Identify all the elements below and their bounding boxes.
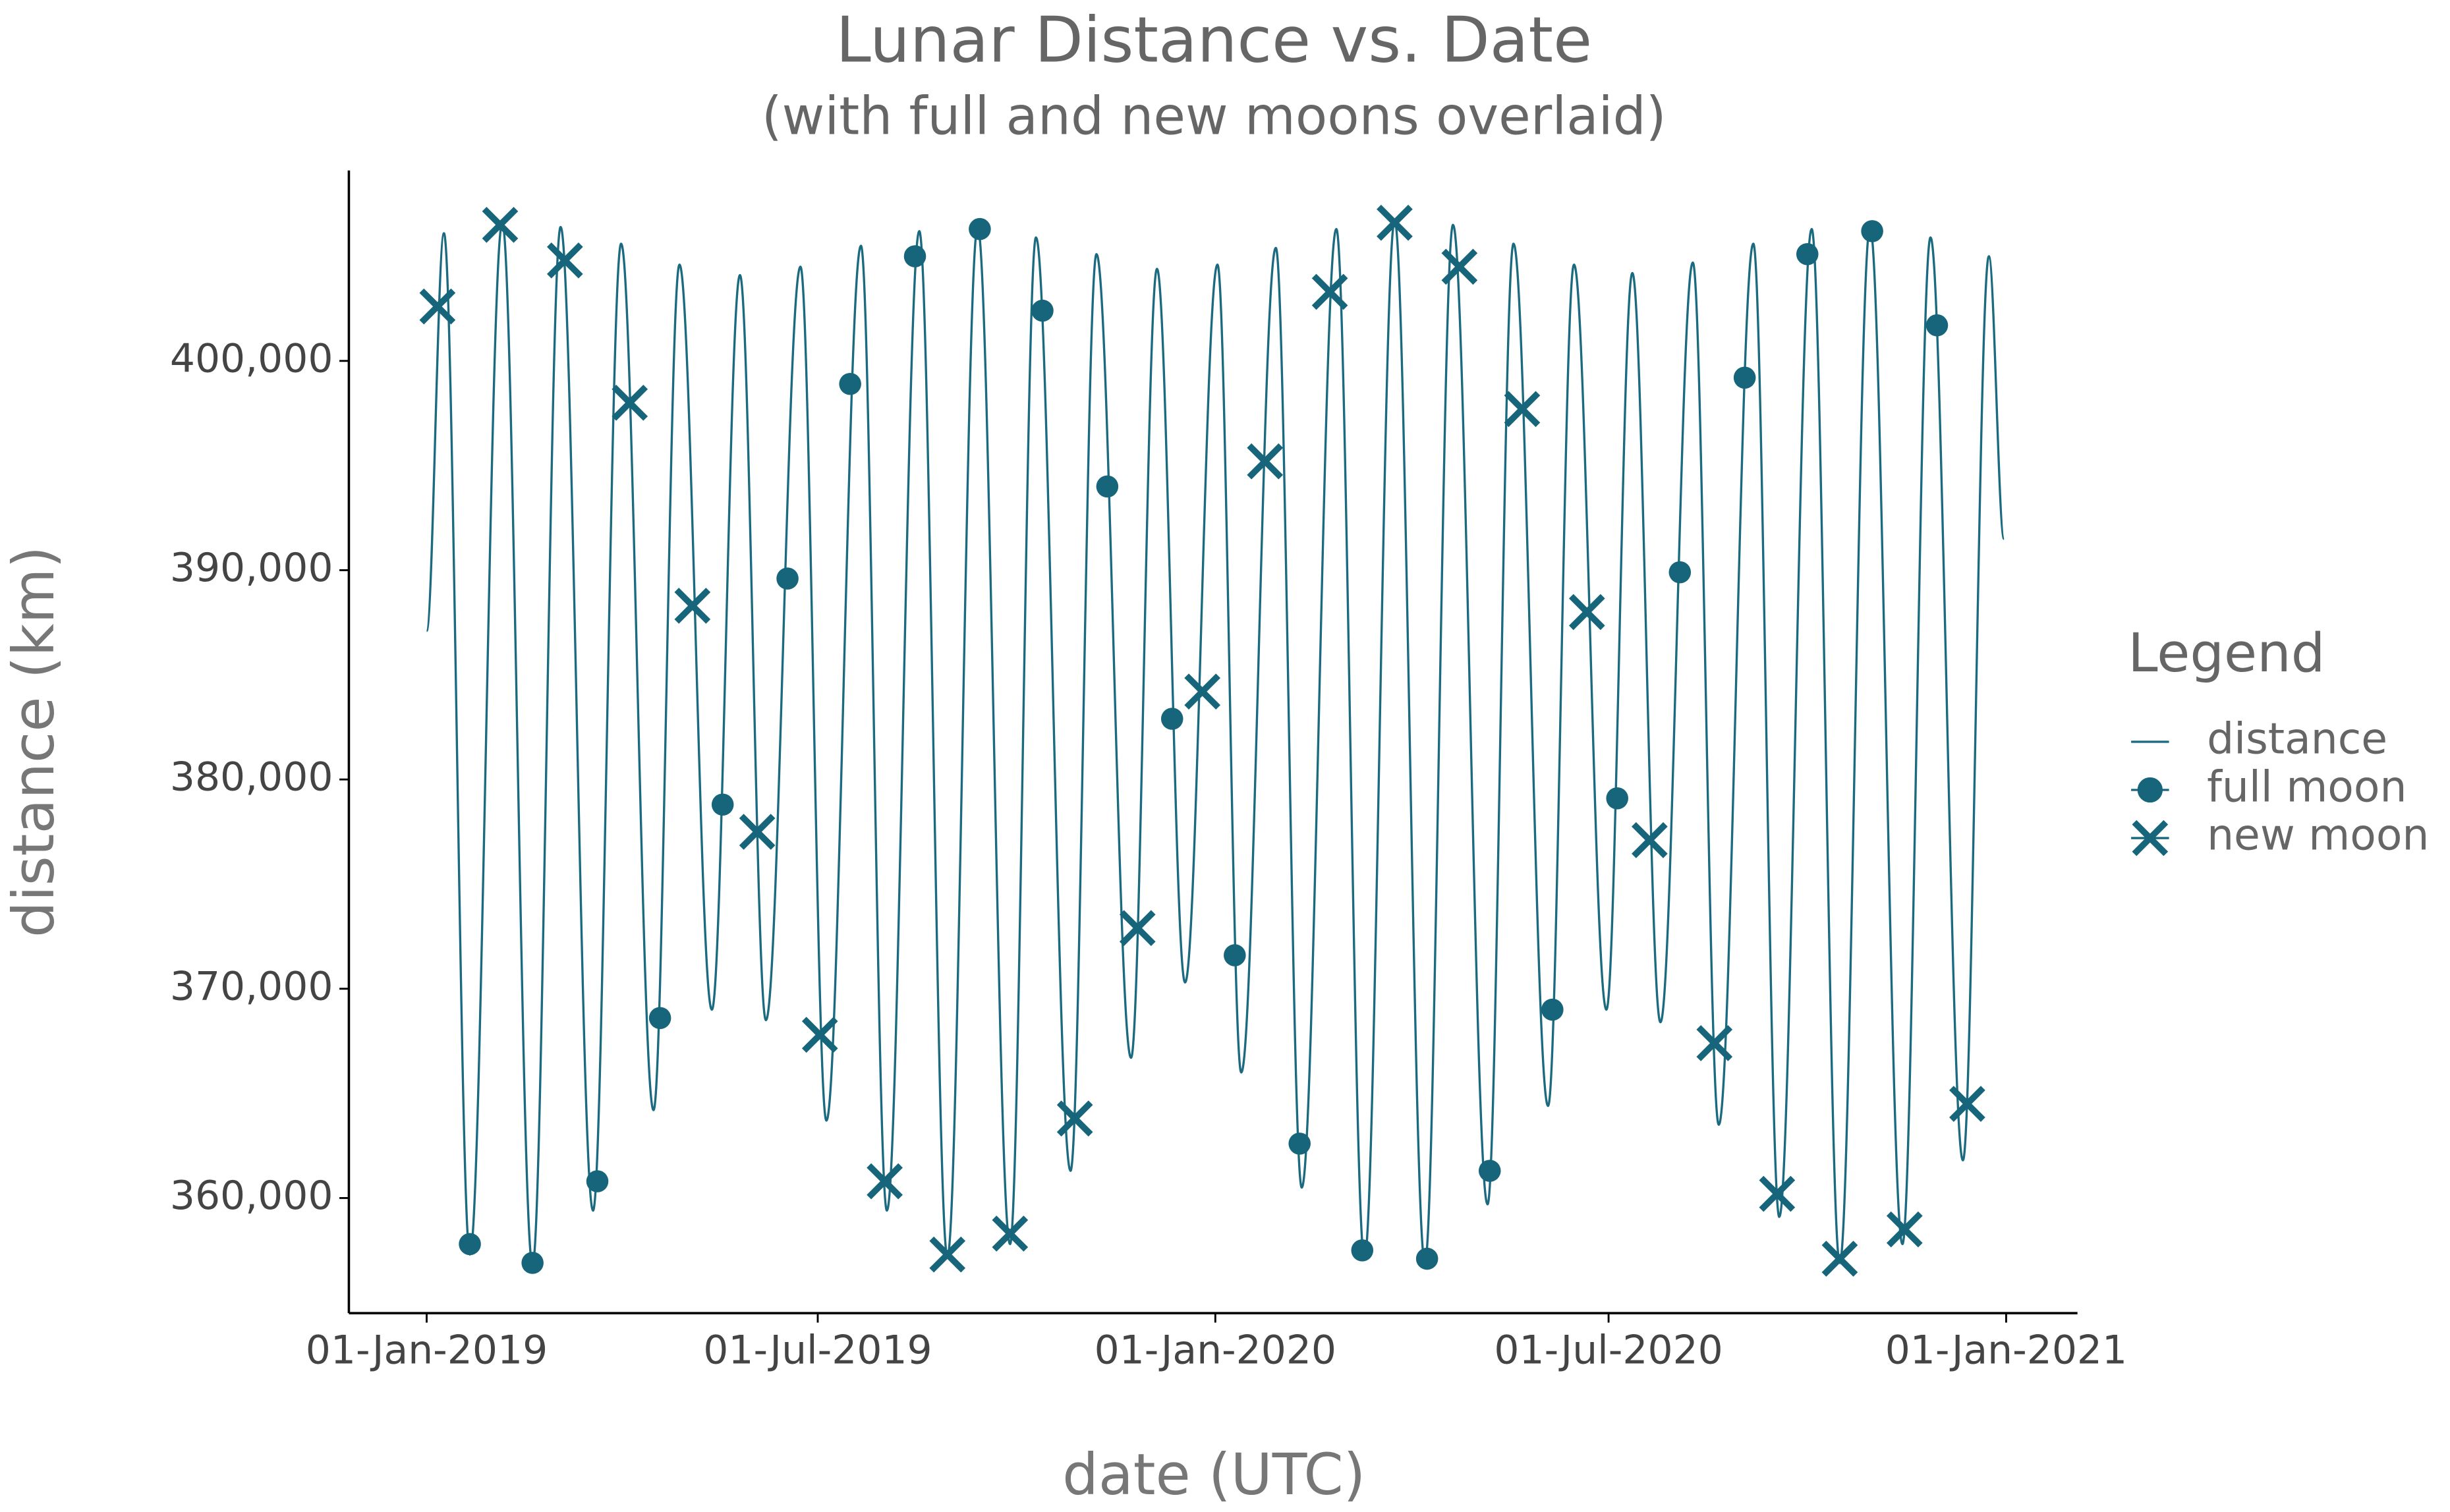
- full-moon-point: [1733, 366, 1756, 389]
- full-moon-point: [1224, 944, 1246, 966]
- x-axis-label: date (UTC): [1062, 1442, 1365, 1508]
- full-moon-point: [648, 1007, 671, 1030]
- full-moon-point: [1606, 787, 1628, 810]
- chart-subtitle: (with full and new moons overlaid): [762, 86, 1667, 147]
- x-tick-label: 01-Jan-2021: [1885, 1328, 2127, 1374]
- full-moon-point: [839, 372, 861, 395]
- new-moon-point: [1311, 273, 1348, 310]
- full-moon-point: [1415, 1247, 1439, 1270]
- y-tick-label: 390,000: [170, 545, 333, 591]
- new-moon-point: [1119, 910, 1156, 947]
- legend-swatch: [2137, 777, 2163, 803]
- full-moon-point: [1925, 314, 1949, 337]
- new-moon-point: [1821, 1241, 1858, 1277]
- full-moon-point: [586, 1170, 609, 1192]
- new-moon-point: [992, 1216, 1029, 1252]
- legend-label: full moon: [2207, 763, 2407, 812]
- y-tick-label: 380,000: [170, 754, 333, 800]
- new-moon-point: [1568, 594, 1605, 630]
- new-moon-point: [1759, 1175, 1796, 1212]
- full-moon-point: [1096, 475, 1119, 498]
- y-axis-label: distance (km): [1, 546, 67, 938]
- full-moon-point: [903, 245, 926, 267]
- new-moon-point: [1696, 1025, 1733, 1061]
- y-tick-label: 370,000: [170, 963, 333, 1009]
- full-moon-point: [711, 793, 734, 816]
- new-moon-point: [739, 814, 776, 850]
- new-moon-point: [1247, 443, 1284, 480]
- x-tick-label: 01-Jan-2019: [306, 1328, 548, 1374]
- chart-title: Lunar Distance vs. Date: [836, 3, 1592, 76]
- new-moon-point: [1441, 248, 1478, 285]
- new-moon-point: [1504, 391, 1541, 428]
- full-moon-point: [969, 217, 991, 240]
- new-moon-point: [867, 1163, 903, 1200]
- full-moon-point: [1796, 243, 1819, 266]
- new-moon-point: [1632, 822, 1668, 858]
- x-tick-label: 01-Jan-2020: [1095, 1328, 1336, 1374]
- new-moon-point: [546, 242, 583, 279]
- y-tick-label: 360,000: [170, 1173, 333, 1219]
- x-tick-label: 01-Jul-2020: [1494, 1328, 1723, 1374]
- new-moon-point: [482, 206, 519, 243]
- full-moon-point: [1668, 561, 1692, 584]
- full-moon-point: [1288, 1133, 1311, 1155]
- x-tick-label: 01-Jul-2019: [703, 1328, 932, 1374]
- new-moon-point: [612, 384, 648, 421]
- new-moon-point: [1184, 673, 1220, 710]
- full-moon-point: [1351, 1239, 1374, 1262]
- full-moon-point: [1478, 1160, 1501, 1182]
- full-moon-point: [776, 567, 799, 590]
- y-tick-label: 400,000: [170, 335, 333, 381]
- new-moon-point: [674, 588, 711, 624]
- legend-label: distance: [2207, 715, 2387, 764]
- full-moon-point: [521, 1252, 544, 1274]
- legend-label: new moon: [2207, 811, 2429, 860]
- new-moon-point: [1949, 1086, 1985, 1122]
- new-moon-point: [1886, 1211, 1923, 1248]
- full-moon-point: [1861, 220, 1883, 242]
- full-moon-point: [1160, 708, 1183, 730]
- full-moon-point: [1031, 299, 1054, 322]
- legend-title: Legend: [2128, 622, 2325, 685]
- new-moon-point: [801, 1017, 838, 1053]
- full-moon-point: [1541, 998, 1564, 1021]
- distance-line: [425, 219, 2005, 1266]
- full-moon-point: [459, 1233, 481, 1256]
- new-moon-point: [1056, 1100, 1093, 1137]
- legend-swatch: [2132, 820, 2169, 856]
- new-moon-point: [929, 1236, 966, 1273]
- new-moon-point: [419, 288, 456, 325]
- new-moon-point: [1377, 204, 1413, 241]
